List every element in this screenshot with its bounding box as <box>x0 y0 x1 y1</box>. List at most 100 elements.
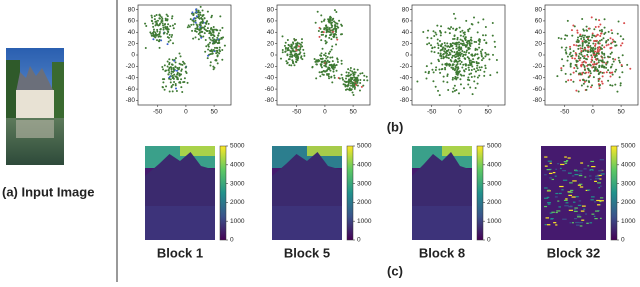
embedding-point <box>321 57 324 60</box>
embedding-point <box>320 64 323 67</box>
embedding-point <box>166 43 169 46</box>
embedding-point <box>188 25 191 28</box>
embedding-point <box>318 35 321 38</box>
embedding-point <box>461 66 464 69</box>
heatmap-speck <box>581 205 586 207</box>
embedding-point <box>575 44 578 47</box>
embedding-point <box>432 71 435 74</box>
embedding-point <box>145 25 148 28</box>
embedding-point <box>293 39 296 42</box>
embedding-point <box>292 62 295 65</box>
embedding-point <box>199 24 202 27</box>
embedding-point <box>211 52 214 55</box>
embedding-point <box>207 45 210 48</box>
embedding-point <box>204 25 207 28</box>
embedding-point <box>441 67 444 70</box>
embedding-point <box>456 63 459 66</box>
embedding-point <box>596 48 599 51</box>
embedding-point <box>221 48 224 51</box>
embedding-point <box>587 71 590 74</box>
embedding-point <box>284 50 287 53</box>
embedding-point <box>328 77 331 80</box>
embedding-point <box>600 32 603 35</box>
embedding-point <box>455 41 458 44</box>
embedding-point <box>468 69 471 72</box>
embedding-point <box>437 52 440 55</box>
heatmap-speck <box>592 169 594 171</box>
embedding-point <box>329 34 332 37</box>
embedding-point <box>433 51 436 54</box>
embedding-point <box>614 70 617 73</box>
y-tick-label: 80 <box>267 6 275 13</box>
embedding-point <box>155 13 158 16</box>
embedding-point <box>324 64 327 67</box>
embedding-point <box>462 35 465 38</box>
embedding-point <box>433 34 436 37</box>
embedding-point <box>174 61 177 64</box>
embedding-point <box>360 85 363 88</box>
embedding-point <box>487 53 490 56</box>
embedding-point <box>452 63 455 66</box>
embedding-point <box>489 74 492 77</box>
embedding-point <box>207 44 210 47</box>
embedding-point <box>338 19 341 22</box>
embedding-point <box>476 53 479 56</box>
heatmap-speck <box>562 170 566 172</box>
embedding-point <box>346 88 349 91</box>
embedding-point <box>464 53 467 56</box>
embedding-point <box>573 57 576 60</box>
embedding-point <box>448 53 451 56</box>
embedding-point <box>580 50 583 53</box>
embedding-point <box>600 51 603 54</box>
heatmap-speck <box>586 189 591 191</box>
embedding-point <box>598 48 601 51</box>
embedding-point <box>577 55 580 58</box>
heatmap-speck <box>587 165 590 167</box>
heatmap-speck <box>562 179 568 181</box>
embedding-point <box>166 32 169 35</box>
heatmap-speck <box>544 205 548 208</box>
embedding-point <box>168 90 171 93</box>
embedding-point <box>443 50 446 53</box>
embedding-point <box>164 27 167 30</box>
embedding-point <box>209 53 212 56</box>
embedding-point <box>430 50 433 53</box>
embedding-point <box>331 81 334 84</box>
colorbar <box>346 145 354 241</box>
embedding-point <box>485 41 488 44</box>
embedding-point <box>456 38 459 41</box>
embedding-point <box>170 68 173 71</box>
embedding-point <box>323 28 326 31</box>
embedding-point <box>452 12 455 15</box>
embedding-point <box>320 52 323 55</box>
colorbar-tick-label: 1000 <box>230 218 245 225</box>
embedding-point <box>569 65 572 68</box>
embedding-point <box>438 94 441 97</box>
embedding-point <box>180 78 183 81</box>
embedding-point <box>167 36 170 39</box>
heatmap-speck <box>599 200 602 203</box>
y-tick-label: 20 <box>402 40 410 47</box>
embedding-point <box>281 51 284 54</box>
embedding-point <box>155 39 158 42</box>
embedding-point <box>166 65 169 68</box>
embedding-point <box>208 32 211 35</box>
heatmap-speck <box>589 169 594 171</box>
embedding-point <box>353 87 356 90</box>
embedding-point <box>594 26 597 29</box>
embedding-point <box>155 20 158 23</box>
embedding-point <box>454 17 457 20</box>
embedding-point <box>177 68 180 71</box>
heatmap-speck <box>570 189 574 192</box>
heatmap-speck <box>544 224 547 226</box>
embedding-point <box>586 36 589 39</box>
embedding-point <box>598 29 601 32</box>
embedding-point <box>353 71 356 74</box>
embedding-point <box>594 18 597 21</box>
embedding-point <box>172 27 175 30</box>
embedding-point <box>590 49 593 52</box>
embedding-point <box>176 73 179 76</box>
embedding-point <box>205 22 208 25</box>
heatmap-top-bright <box>307 146 342 156</box>
embedding-point <box>583 65 586 68</box>
